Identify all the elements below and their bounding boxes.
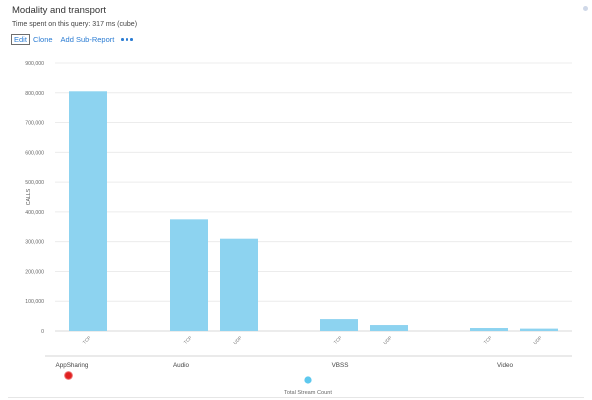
y-tick-label: 300,000 bbox=[25, 240, 44, 246]
cursor-click-indicator bbox=[64, 371, 73, 380]
query-time-text: Time spent on this query: 317 ms (cube) bbox=[12, 21, 138, 28]
x-group-label: Video bbox=[497, 362, 513, 369]
bar-audio-udp bbox=[220, 238, 258, 331]
x-tick-label: TCP bbox=[82, 335, 92, 345]
x-group-label: AppSharing bbox=[56, 362, 89, 369]
x-group-label: Audio bbox=[173, 362, 190, 369]
y-tick-label: 400,000 bbox=[25, 210, 44, 216]
panel-bottom-border bbox=[8, 397, 584, 398]
report-actions: Edit Clone Add Sub-Report bbox=[11, 34, 141, 45]
bar-audio-tcp bbox=[170, 219, 208, 331]
x-tick-label: TCP bbox=[483, 335, 493, 345]
y-tick-label: 700,000 bbox=[25, 121, 44, 127]
report-title: Modality and transport bbox=[12, 5, 106, 16]
y-tick-label: 600,000 bbox=[25, 150, 44, 156]
more-dots-icon[interactable] bbox=[121, 38, 133, 41]
x-tick-label: TCP bbox=[183, 335, 193, 345]
y-tick-label: 900,000 bbox=[25, 61, 44, 67]
corner-indicator bbox=[583, 6, 588, 11]
bar-vbss-udp bbox=[370, 325, 408, 331]
x-tick-label: UDP bbox=[232, 335, 242, 345]
y-tick-label: 800,000 bbox=[25, 91, 44, 97]
bar-appsharing-tcp bbox=[69, 91, 107, 332]
bar-video-udp bbox=[520, 328, 558, 331]
y-axis-label: CALLS bbox=[26, 188, 32, 205]
y-tick-label: 0 bbox=[41, 329, 44, 335]
add-sub-report-button[interactable]: Add Sub-Report bbox=[60, 35, 115, 44]
x-group-label: VBSS bbox=[332, 362, 349, 369]
legend-marker bbox=[304, 376, 312, 384]
y-tick-label: 100,000 bbox=[25, 299, 44, 305]
bar-video-tcp bbox=[470, 328, 508, 331]
x-tick-label: UDP bbox=[532, 335, 542, 345]
x-tick-label: UDP bbox=[382, 335, 392, 345]
legend-label: Total Stream Count bbox=[284, 390, 332, 396]
y-tick-label: 500,000 bbox=[25, 180, 44, 186]
clone-button[interactable]: Clone bbox=[32, 35, 53, 44]
bar-vbss-tcp bbox=[320, 319, 358, 331]
report-header: Modality and transport Time spent on thi… bbox=[12, 5, 580, 29]
edit-button[interactable]: Edit bbox=[11, 34, 30, 45]
y-tick-label: 200,000 bbox=[25, 269, 44, 275]
x-tick-label: TCP bbox=[333, 335, 343, 345]
